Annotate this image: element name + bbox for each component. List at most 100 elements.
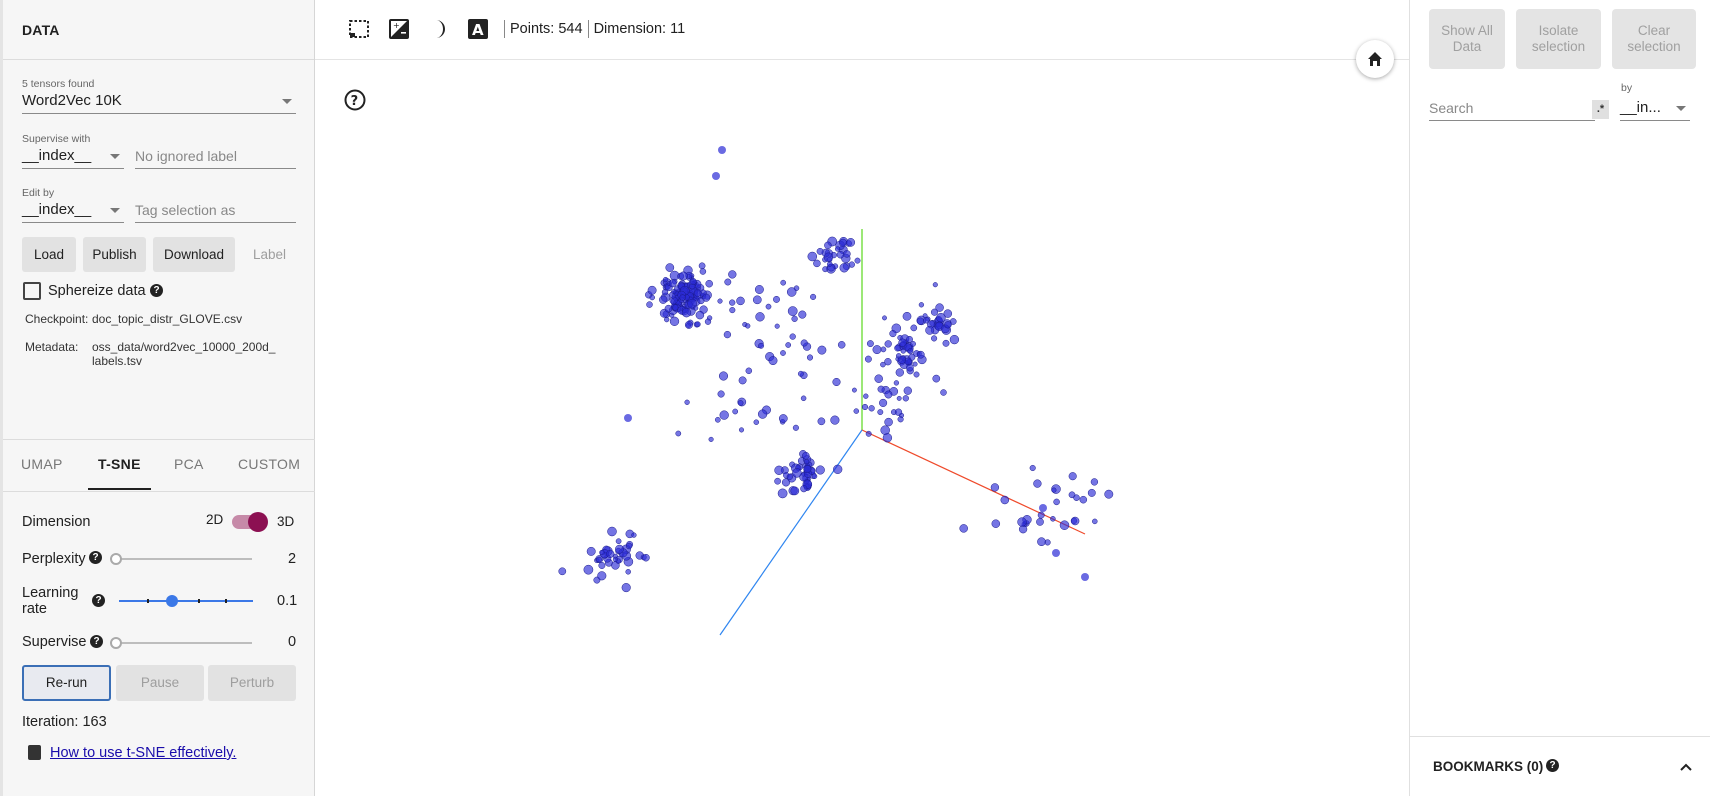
data-point[interactable] bbox=[895, 368, 904, 377]
data-point[interactable] bbox=[586, 546, 596, 556]
night-mode-icon[interactable]: + bbox=[387, 17, 411, 41]
data-point[interactable] bbox=[903, 386, 912, 395]
reset-view-button[interactable] bbox=[1356, 40, 1394, 78]
data-point[interactable] bbox=[810, 293, 817, 300]
data-point[interactable] bbox=[729, 299, 736, 306]
data-point[interactable] bbox=[606, 549, 615, 558]
data-point[interactable] bbox=[698, 262, 706, 270]
data-point[interactable] bbox=[649, 294, 655, 301]
data-point[interactable] bbox=[684, 320, 693, 329]
data-point[interactable] bbox=[1039, 504, 1047, 512]
data-point[interactable] bbox=[718, 371, 729, 381]
data-point[interactable] bbox=[708, 436, 714, 442]
chevron-up-icon[interactable] bbox=[1678, 759, 1694, 775]
data-point[interactable] bbox=[935, 303, 944, 312]
data-point[interactable] bbox=[669, 316, 680, 326]
data-point[interactable] bbox=[882, 315, 887, 321]
data-point[interactable] bbox=[789, 333, 796, 340]
data-point[interactable] bbox=[816, 247, 824, 255]
data-point[interactable] bbox=[1092, 518, 1098, 525]
data-point[interactable] bbox=[893, 380, 900, 386]
help-icon[interactable]: ? bbox=[89, 551, 102, 564]
data-point[interactable] bbox=[1070, 516, 1080, 526]
data-point[interactable] bbox=[1068, 472, 1077, 481]
data-point[interactable] bbox=[922, 313, 928, 319]
data-point[interactable] bbox=[884, 417, 893, 427]
data-point[interactable] bbox=[879, 398, 888, 407]
data-point[interactable] bbox=[684, 399, 690, 405]
data-point[interactable] bbox=[792, 424, 799, 431]
data-point[interactable] bbox=[902, 311, 912, 321]
data-point[interactable] bbox=[866, 340, 874, 348]
data-point[interactable] bbox=[781, 478, 791, 487]
data-point[interactable] bbox=[675, 430, 682, 437]
data-point[interactable] bbox=[583, 564, 594, 575]
tab-custom[interactable]: CUSTOM bbox=[238, 456, 301, 472]
data-point[interactable] bbox=[800, 339, 808, 347]
tab-pca[interactable]: PCA bbox=[174, 456, 204, 472]
data-point[interactable] bbox=[780, 350, 786, 356]
data-point[interactable] bbox=[864, 355, 872, 363]
data-point[interactable] bbox=[705, 279, 713, 288]
data-point[interactable] bbox=[736, 296, 745, 306]
data-point[interactable] bbox=[659, 295, 668, 304]
data-point[interactable] bbox=[786, 473, 793, 480]
data-point[interactable] bbox=[598, 562, 606, 569]
help-circle-icon[interactable]: ? bbox=[343, 88, 367, 112]
data-point[interactable] bbox=[712, 172, 720, 180]
scatter-plot-3d[interactable] bbox=[315, 60, 1409, 796]
data-point[interactable] bbox=[906, 335, 913, 343]
tab-tsne[interactable]: T-SNE bbox=[98, 456, 141, 472]
data-point[interactable] bbox=[865, 430, 872, 437]
data-point[interactable] bbox=[661, 289, 669, 296]
data-point[interactable] bbox=[664, 316, 670, 323]
data-point[interactable] bbox=[774, 477, 781, 485]
data-point[interactable] bbox=[664, 304, 673, 313]
data-point[interactable] bbox=[817, 417, 826, 426]
data-point[interactable] bbox=[817, 345, 827, 355]
data-point[interactable] bbox=[897, 355, 906, 364]
data-point[interactable] bbox=[738, 427, 745, 433]
learning-rate-slider[interactable] bbox=[119, 600, 253, 602]
data-point[interactable] bbox=[624, 414, 632, 422]
tab-umap[interactable]: UMAP bbox=[21, 456, 63, 472]
data-point[interactable] bbox=[718, 146, 726, 154]
data-point[interactable] bbox=[745, 323, 751, 329]
data-point[interactable] bbox=[714, 416, 721, 423]
data-point[interactable] bbox=[791, 315, 798, 322]
data-point[interactable] bbox=[672, 304, 679, 311]
data-point[interactable] bbox=[642, 553, 650, 562]
data-point[interactable] bbox=[647, 285, 657, 295]
data-point[interactable] bbox=[1036, 518, 1044, 526]
data-point[interactable] bbox=[839, 263, 849, 273]
data-point[interactable] bbox=[813, 259, 821, 268]
data-point[interactable] bbox=[681, 308, 692, 318]
data-point[interactable] bbox=[822, 266, 829, 273]
perplexity-slider-knob[interactable] bbox=[110, 553, 122, 565]
selection-box-icon[interactable] bbox=[347, 17, 371, 41]
data-point[interactable] bbox=[851, 387, 857, 393]
data-point[interactable] bbox=[940, 389, 947, 396]
data-point[interactable] bbox=[877, 409, 884, 416]
data-point[interactable] bbox=[790, 486, 800, 496]
label-text-icon[interactable]: A bbox=[466, 17, 490, 41]
data-point[interactable] bbox=[910, 324, 918, 332]
data-point[interactable] bbox=[732, 408, 739, 415]
data-point[interactable] bbox=[839, 238, 847, 247]
data-point[interactable] bbox=[773, 295, 780, 303]
data-point[interactable] bbox=[699, 268, 707, 275]
data-point[interactable] bbox=[882, 433, 893, 443]
data-point[interactable] bbox=[942, 339, 950, 347]
data-point[interactable] bbox=[943, 309, 953, 318]
data-point[interactable] bbox=[898, 338, 907, 347]
show-all-data-button[interactable]: Show All Data bbox=[1429, 9, 1505, 69]
data-point[interactable] bbox=[807, 251, 818, 262]
dimension-toggle[interactable] bbox=[232, 512, 268, 532]
data-point[interactable] bbox=[877, 385, 885, 393]
help-icon[interactable]: ? bbox=[92, 594, 105, 607]
data-point[interactable] bbox=[991, 519, 1001, 528]
data-point[interactable] bbox=[719, 410, 729, 420]
data-point[interactable] bbox=[912, 361, 918, 367]
data-point[interactable] bbox=[925, 325, 935, 335]
data-point[interactable] bbox=[631, 532, 637, 538]
